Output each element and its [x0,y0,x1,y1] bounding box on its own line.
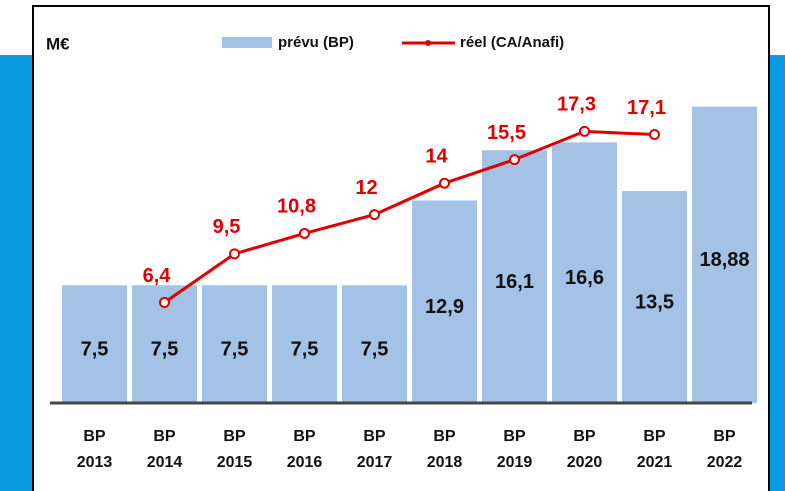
bar-label: 7,5 [361,338,389,360]
line-marker [369,209,380,221]
line-marker [229,248,240,260]
line-label: 17,3 [557,94,596,116]
line-label: 12 [355,177,377,199]
bar-label: 16,1 [495,271,534,293]
bar [342,285,407,403]
x-tick-label: BP 2018 [426,428,463,471]
bar [482,150,547,403]
x-tick-label: BP 2015 [216,428,253,471]
legend-label: réel (CA/Anafi) [460,34,564,51]
bar [202,285,267,403]
line-marker [509,154,520,166]
bar-label: 18,88 [699,249,749,271]
bar-label: 16,6 [565,267,604,289]
legend-label: prévu (BP) [278,34,354,51]
x-tick-label: BP 2021 [636,428,673,471]
line-label: 17,1 [627,97,666,119]
x-tick-label: BP 2016 [286,428,323,471]
bar-label: 7,5 [151,338,179,360]
line-label: 6,4 [143,265,172,287]
line-marker [299,227,310,239]
line-marker [439,177,450,189]
unit-label: M€ [46,34,70,53]
x-tick-label: BP 2014 [146,428,183,471]
legend-swatch [222,37,272,48]
line-label: 14 [425,145,448,167]
line [163,129,655,304]
line-marker [649,129,660,141]
x-tick-label: BP 2017 [356,428,393,471]
bar [692,106,757,404]
x-tick-label: BP 2019 [496,428,533,471]
line-marker [579,125,590,137]
bar [622,191,687,403]
bar [272,285,337,403]
bar-label: 12,9 [425,296,464,318]
x-tick-label: BP 2022 [706,428,743,471]
bar [412,200,477,403]
legend-marker [425,40,431,46]
bar-label: 7,5 [81,338,109,360]
bar [552,142,617,403]
x-tick-label: BP 2020 [566,428,603,471]
line-marker [159,297,170,309]
line-label: 15,5 [487,122,526,144]
bar-label: 13,5 [635,291,674,313]
bar-label: 7,5 [221,338,249,360]
line-label: 10,8 [277,196,316,218]
line-label: 9,5 [213,216,241,238]
x-tick-label: BP 2013 [76,428,113,471]
bar [62,285,127,403]
bar-label: 7,5 [291,338,319,360]
